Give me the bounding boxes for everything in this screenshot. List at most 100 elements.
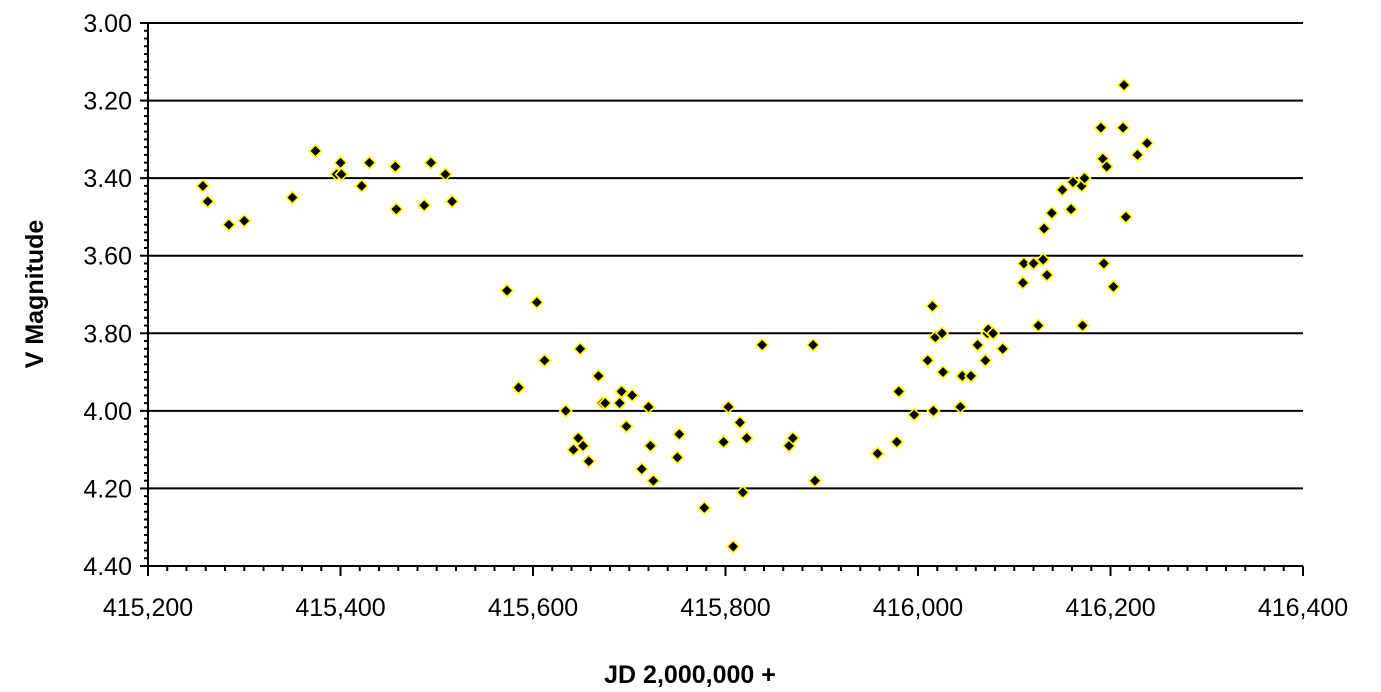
y-tick-label-4.40: 4.40 — [83, 553, 132, 581]
data-point-12 — [389, 202, 404, 217]
data-point-5 — [308, 143, 323, 159]
data-point-26 — [581, 454, 596, 469]
data-point-34 — [634, 461, 649, 477]
data-point-55 — [907, 407, 922, 422]
data-point-38 — [670, 450, 685, 465]
data-point-57 — [925, 299, 940, 314]
data-point-33 — [625, 388, 640, 403]
data-point-88 — [1099, 159, 1114, 174]
data-point-73 — [1026, 256, 1041, 271]
x-tick-label-415,600: 415,600 — [488, 594, 578, 622]
data-point-79 — [1055, 182, 1070, 197]
data-points — [195, 77, 1155, 554]
x-tick-label-416,400: 416,400 — [1258, 594, 1348, 622]
data-point-7 — [333, 155, 348, 170]
data-point-32 — [619, 419, 634, 434]
data-point-19 — [529, 295, 544, 310]
data-point-83 — [1075, 318, 1090, 333]
data-point-76 — [1036, 221, 1052, 236]
data-point-77 — [1039, 267, 1055, 283]
data-point-31 — [614, 384, 629, 399]
data-point-54 — [891, 384, 906, 399]
data-point-20 — [537, 353, 552, 368]
data-point-72 — [1016, 256, 1032, 271]
data-point-53 — [889, 434, 904, 450]
data-point-25 — [575, 438, 591, 453]
data-point-42 — [721, 399, 736, 415]
data-point-90 — [1115, 120, 1131, 135]
data-point-21 — [558, 403, 573, 418]
data-point-74 — [1031, 318, 1046, 333]
data-point-1 — [200, 194, 215, 209]
data-point-0 — [195, 178, 210, 194]
data-point-60 — [934, 326, 950, 341]
data-point-61 — [935, 364, 951, 380]
data-point-92 — [1118, 209, 1134, 225]
data-point-94 — [1139, 136, 1155, 151]
data-point-11 — [388, 159, 403, 174]
x-tick-label-415,400: 415,400 — [295, 594, 385, 622]
data-point-13 — [417, 198, 432, 213]
data-point-51 — [807, 473, 823, 488]
y-tick-label-3.60: 3.60 — [83, 243, 132, 271]
data-point-8 — [334, 167, 349, 182]
data-point-87 — [1096, 256, 1111, 271]
axes — [147, 23, 1303, 567]
y-tick-label-4.00: 4.00 — [83, 398, 132, 426]
data-point-10 — [362, 155, 377, 170]
data-point-41 — [716, 434, 731, 450]
data-point-69 — [985, 326, 1001, 341]
data-point-43 — [726, 539, 741, 554]
data-point-9 — [354, 178, 369, 194]
x-axis-title: JD 2,000,000 + — [604, 661, 776, 689]
data-point-30 — [612, 395, 627, 411]
data-point-85 — [1093, 120, 1109, 135]
data-point-39 — [672, 426, 687, 442]
data-point-78 — [1044, 205, 1059, 221]
x-tick-label-415,200: 415,200 — [103, 594, 193, 622]
data-point-75 — [1035, 252, 1051, 267]
data-point-35 — [641, 399, 656, 415]
data-point-44 — [732, 415, 748, 430]
data-point-2 — [221, 217, 236, 232]
data-point-45 — [735, 485, 750, 500]
data-point-46 — [739, 430, 754, 446]
y-axis-title: V Magnitude — [21, 220, 49, 369]
x-tick-label-416,000: 416,000 — [873, 594, 963, 622]
data-point-64 — [963, 368, 979, 384]
data-point-37 — [646, 473, 661, 488]
data-point-93 — [1130, 147, 1145, 163]
data-point-17 — [499, 283, 515, 298]
data-point-15 — [438, 167, 453, 182]
data-point-58 — [926, 403, 941, 418]
y-tick-label-3.20: 3.20 — [83, 88, 132, 116]
x-tick-label-415,800: 415,800 — [680, 594, 770, 622]
data-point-24 — [573, 341, 588, 356]
data-point-84 — [1077, 171, 1092, 186]
y-tick-label-4.20: 4.20 — [83, 475, 132, 503]
data-point-71 — [1015, 275, 1031, 290]
data-point-18 — [511, 380, 526, 395]
data-point-52 — [870, 446, 885, 461]
data-point-80 — [1063, 202, 1079, 217]
data-point-65 — [970, 337, 985, 353]
y-tick-label-3.00: 3.00 — [83, 10, 132, 38]
y-tick-label-3.80: 3.80 — [83, 320, 132, 348]
data-point-14 — [423, 155, 439, 170]
data-point-47 — [754, 337, 770, 353]
data-point-27 — [591, 368, 606, 384]
data-point-40 — [697, 500, 712, 515]
data-point-36 — [643, 438, 658, 453]
data-point-29 — [598, 395, 613, 411]
data-point-66 — [978, 353, 993, 368]
data-point-89 — [1106, 279, 1121, 294]
data-point-4 — [285, 190, 300, 205]
data-point-22 — [566, 442, 581, 457]
gridlines — [148, 22, 1303, 490]
data-point-56 — [920, 353, 935, 368]
x-axis-ticks: 415,200 415,400 415,600 415,800 416,000 416,2… — [103, 566, 1348, 622]
data-point-50 — [805, 337, 821, 353]
data-point-91 — [1116, 77, 1132, 93]
y-tick-label-3.40: 3.40 — [83, 165, 132, 193]
